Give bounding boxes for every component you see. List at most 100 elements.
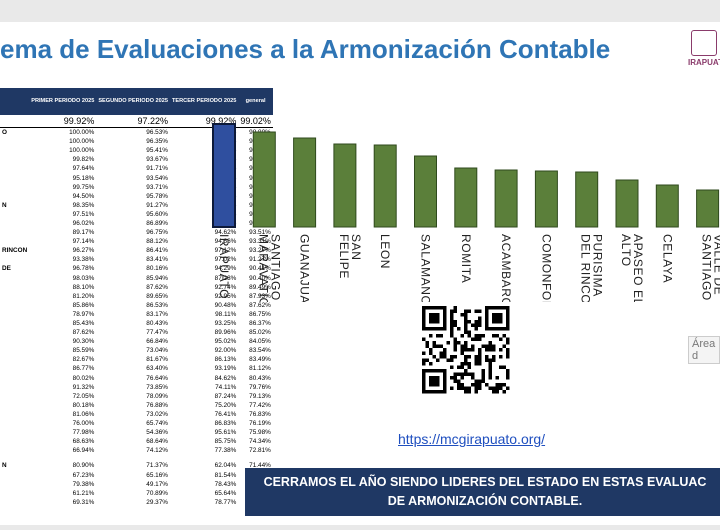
cell: 49.17%	[146, 480, 168, 488]
bar	[373, 144, 397, 228]
qr-module	[506, 313, 510, 317]
bar	[696, 189, 720, 228]
row-name	[0, 237, 29, 246]
cell: 100.00%	[69, 129, 95, 137]
row-name	[0, 328, 29, 337]
qr-module	[443, 355, 447, 359]
qr-module	[506, 369, 510, 373]
url-link[interactable]: https://mcgirapuato.org/	[398, 431, 546, 447]
table-row: 98.03% 85.94% 87.23% 90.40%	[0, 274, 273, 283]
row-name	[0, 301, 29, 310]
cell: 70.89%	[146, 489, 168, 497]
qr-module	[457, 379, 461, 383]
table-row: 85.86% 86.53% 90.48% 87.62%	[0, 301, 273, 310]
bar	[414, 155, 437, 228]
qr-module	[453, 337, 457, 341]
qr-module	[502, 327, 506, 331]
qr-module	[485, 313, 489, 317]
qr-module	[460, 383, 464, 387]
logo-text: IRAPUATO	[688, 58, 720, 67]
cell: 98.35%	[72, 201, 95, 209]
qr-module	[436, 320, 440, 324]
qr-module	[439, 306, 443, 310]
cell: 73.04%	[146, 347, 168, 355]
table-row: 85.59% 73.04% 92.00% 83.54%	[0, 346, 273, 355]
qr-module	[499, 365, 503, 369]
cell: 66.84%	[146, 338, 168, 346]
row-name	[0, 228, 29, 237]
x-tick-label: IRAPUATO	[217, 234, 231, 299]
table-row: 91.32% 73.85% 74.11% 79.76%	[0, 383, 273, 392]
cell: 75.20%	[214, 401, 237, 409]
qr-module	[429, 379, 433, 383]
qr-module	[492, 348, 496, 352]
qr-module	[495, 320, 499, 324]
qr-module	[460, 351, 464, 355]
cell: 93.25%	[214, 320, 237, 328]
qr-module	[502, 344, 506, 348]
qr-module	[439, 334, 443, 338]
qr-module	[450, 309, 454, 313]
qr-module	[474, 386, 478, 390]
cell: 100.00%	[69, 138, 95, 146]
cell: 90.48%	[214, 301, 237, 309]
cell: 88.12%	[146, 238, 168, 246]
qr-module	[450, 376, 454, 380]
cell: 95.60%	[146, 210, 168, 218]
qr-module	[443, 386, 447, 390]
cell: 96.35%	[146, 138, 168, 146]
cell: 89.17%	[72, 229, 95, 237]
table-row: RINCON 96.27% 86.41% 97.12% 93.27%	[0, 246, 273, 255]
qr-module	[464, 330, 468, 334]
qr-module	[453, 341, 457, 345]
qr-module	[443, 323, 447, 327]
qr-module	[495, 334, 499, 338]
row-name	[0, 137, 29, 146]
row-name: N	[2, 201, 7, 209]
banner-line: DE ARMONIZACIÓN CONTABLE.	[387, 494, 583, 508]
table-row: 80.02% 76.64% 84.62% 80.43%	[0, 374, 273, 383]
cell: 87.24%	[214, 392, 237, 400]
row-name	[0, 292, 29, 301]
bar	[615, 179, 639, 228]
qr-module	[485, 316, 489, 320]
qr-module	[460, 376, 464, 380]
row-name	[0, 310, 29, 319]
qr-module	[495, 306, 499, 310]
row-name	[0, 498, 29, 507]
qr-module	[425, 358, 429, 362]
qr-module	[432, 390, 436, 394]
qr-module	[467, 320, 471, 324]
qr-module	[474, 379, 478, 383]
qr-code	[422, 306, 510, 394]
qr-module	[425, 344, 429, 348]
cell: 76.88%	[146, 401, 168, 409]
qr-module	[474, 334, 478, 338]
table-row: 77.98% 54.36% 95.61% 75.98%	[0, 428, 273, 437]
qr-module	[471, 337, 475, 341]
qr-module	[485, 358, 489, 362]
qr-module	[495, 390, 499, 394]
qr-module	[467, 362, 471, 366]
cell: 90.41%	[249, 265, 271, 273]
qr-module	[464, 344, 468, 348]
x-tick-label: LEON	[378, 234, 392, 269]
qr-module	[467, 309, 471, 313]
qr-module	[464, 358, 468, 362]
qr-module	[436, 313, 440, 317]
qr-module	[467, 334, 471, 338]
qr-module	[432, 327, 436, 331]
cell: 68.63%	[72, 438, 95, 446]
cell: 94.29%	[214, 265, 237, 273]
qr-module	[499, 320, 503, 324]
qr-module	[422, 351, 426, 355]
row-name	[0, 337, 29, 346]
cell: 93.27%	[249, 247, 271, 255]
qr-module	[478, 320, 482, 324]
cell: 92.74%	[214, 283, 237, 291]
cell: 93.19%	[214, 365, 237, 373]
qr-module	[429, 320, 433, 324]
table-row: 76.00% 65.74% 86.83% 76.19%	[0, 419, 273, 428]
cell: 77.42%	[249, 401, 271, 409]
qr-module	[492, 344, 496, 348]
